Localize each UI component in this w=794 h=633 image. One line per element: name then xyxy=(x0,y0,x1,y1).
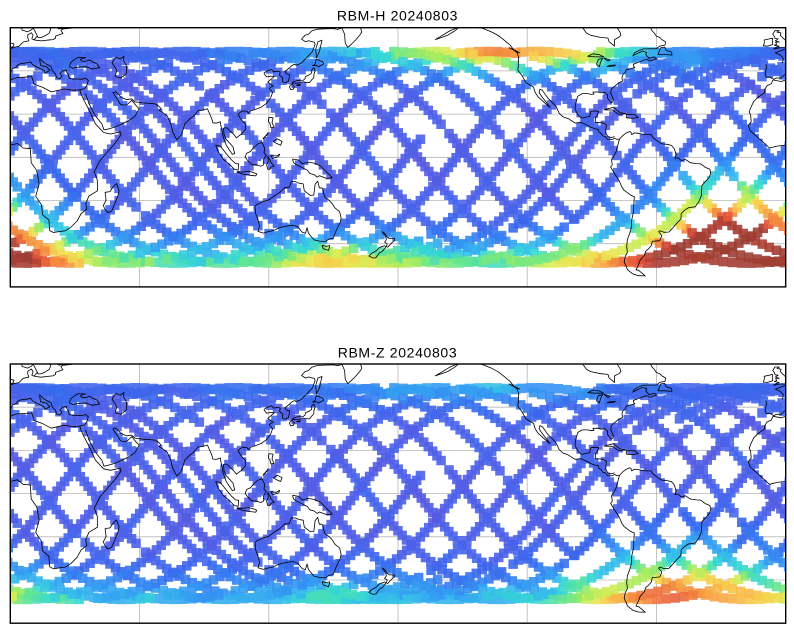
svg-text:RBM-H 20240803: RBM-H 20240803 xyxy=(337,8,458,24)
svg-text:RBM-Z 20240803: RBM-Z 20240803 xyxy=(338,345,458,361)
